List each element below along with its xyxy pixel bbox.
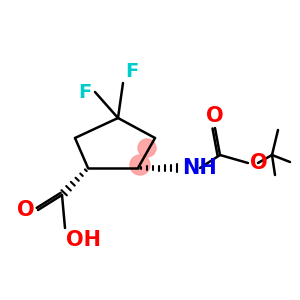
Text: F: F bbox=[79, 82, 92, 101]
Text: O: O bbox=[250, 153, 268, 173]
Text: O: O bbox=[17, 200, 35, 220]
Text: NH: NH bbox=[182, 158, 217, 178]
Circle shape bbox=[130, 155, 150, 175]
Text: OH: OH bbox=[66, 230, 101, 250]
Text: O: O bbox=[206, 106, 224, 126]
Text: F: F bbox=[125, 62, 138, 81]
Circle shape bbox=[138, 139, 156, 157]
